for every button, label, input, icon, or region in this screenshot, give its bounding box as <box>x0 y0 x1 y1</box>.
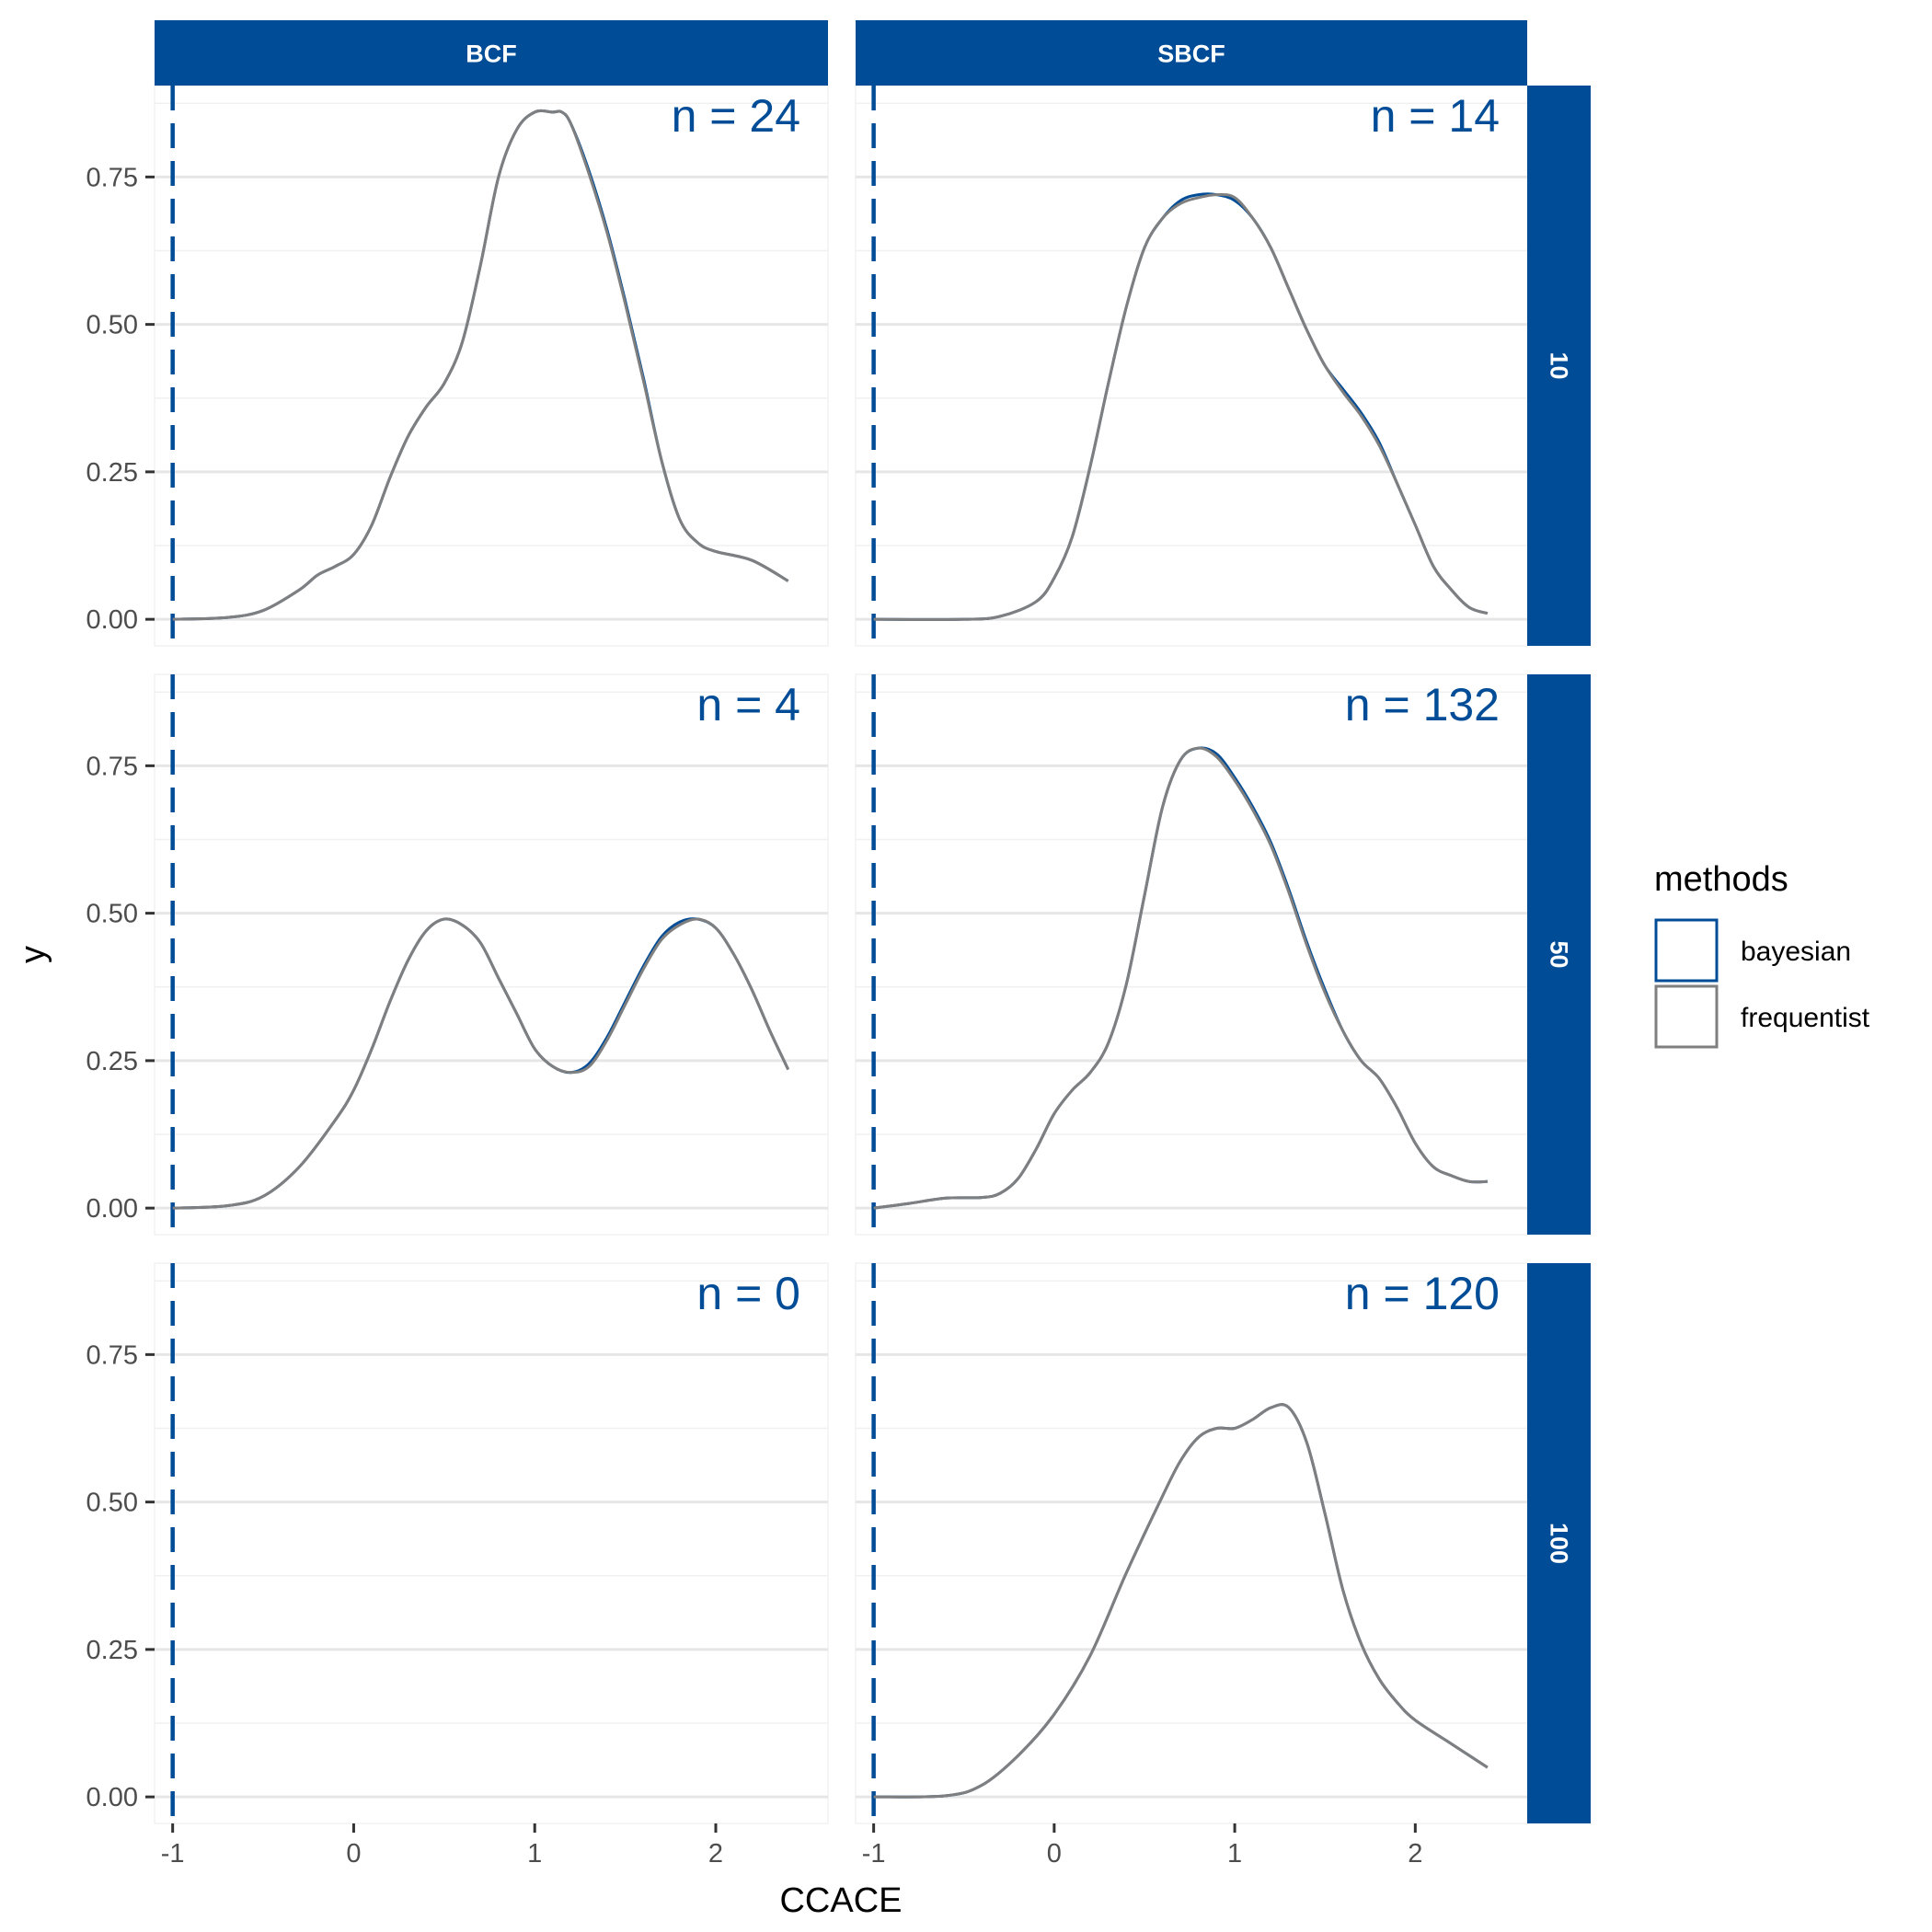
strip-background <box>155 20 828 86</box>
panel-SBCF-10: n = 14 <box>855 85 1528 647</box>
n-label: n = 120 <box>1345 1268 1500 1319</box>
y-tick-label: 0.00 <box>86 605 138 635</box>
y-tick-label: 0.50 <box>86 900 138 929</box>
n-label: n = 4 <box>696 679 800 730</box>
legend-label-bayesian: bayesian <box>1741 937 1851 967</box>
panel-SBCF-100: n = 120 <box>855 1262 1528 1824</box>
legend-key-frequentist <box>1654 984 1719 1049</box>
legend-title: methods <box>1654 860 1788 899</box>
panel-background <box>855 1262 1528 1824</box>
n-label: n = 0 <box>696 1268 800 1319</box>
axes-layer: 0.00 0.25 0.50 0.75 0.00 0.25 0.50 0.75 0.00 0.25… <box>86 163 1423 1869</box>
y-tick-label: 0.75 <box>86 163 138 192</box>
x-tick-label: -1 <box>862 1839 886 1869</box>
x-tick-label: 1 <box>527 1839 542 1869</box>
x-tick-label: 2 <box>1408 1839 1422 1869</box>
legend-key-bayesian <box>1654 918 1719 983</box>
panel-BCF-50: n = 4 <box>154 673 829 1236</box>
x-tick-label: 2 <box>708 1839 723 1869</box>
strip-background <box>1527 1263 1591 1823</box>
legend-label-frequentist: frequentist <box>1741 1003 1870 1033</box>
panel-background <box>154 1262 829 1824</box>
strip-background <box>856 20 1527 86</box>
y-tick-label: 0.25 <box>86 458 138 488</box>
row-strip-50: 50 <box>1527 674 1591 1235</box>
y-tick-label: 0.75 <box>86 1340 138 1370</box>
x-tick-label: 1 <box>1227 1839 1242 1869</box>
y-tick-label: 0.50 <box>86 311 138 340</box>
density-curve-frequentist <box>873 746 1488 1210</box>
n-label: n = 24 <box>672 90 800 142</box>
density-curve-frequentist <box>873 192 1489 621</box>
column-strip-BCF: BCF <box>155 20 828 86</box>
x-tick-label: 0 <box>346 1839 361 1869</box>
legend: methods bayesian frequentist <box>1654 860 1870 1049</box>
density-curve-frequentist <box>172 109 789 621</box>
panels-layer: n = 24 n = 14 n = 4 n = 132 n = 0 n = 120 <box>154 85 1528 1824</box>
y-tick-label: 0.00 <box>86 1194 138 1224</box>
strip-label: BCF <box>466 40 517 68</box>
y-tick-label: 0.25 <box>86 1047 138 1076</box>
y-tick-label: 0.75 <box>86 752 138 781</box>
x-tick-label: 0 <box>1047 1839 1062 1869</box>
row-strip-10: 10 <box>1527 86 1591 646</box>
density-curve-frequentist <box>873 1403 1489 1799</box>
x-tick-label: -1 <box>161 1839 185 1869</box>
row-strip-100: 100 <box>1527 1263 1591 1823</box>
panel-background <box>154 85 829 647</box>
column-strip-SBCF: SBCF <box>856 20 1527 86</box>
panel-background <box>154 673 829 1236</box>
strips-layer: BCF SBCF 10 50 100 <box>155 20 1591 1823</box>
y-tick-label: 0.50 <box>86 1489 138 1518</box>
n-label: n = 14 <box>1371 90 1500 142</box>
strip-background <box>1527 674 1591 1235</box>
density-curve-frequentist <box>172 917 790 1210</box>
y-tick-label: 0.25 <box>86 1636 138 1665</box>
panel-background <box>855 673 1528 1236</box>
strip-background <box>1527 86 1591 646</box>
strip-label: 100 <box>1546 1523 1573 1564</box>
panel-background <box>855 85 1528 647</box>
panel-BCF-10: n = 24 <box>154 85 829 647</box>
y-axis-title: y <box>14 946 52 963</box>
strip-label: 10 <box>1546 351 1573 379</box>
panel-BCF-100: n = 0 <box>154 1262 829 1824</box>
strip-label: 50 <box>1546 940 1573 968</box>
n-label: n = 132 <box>1345 679 1500 730</box>
strip-label: SBCF <box>1157 40 1225 68</box>
x-axis-title: CCACE <box>779 1881 902 1920</box>
panel-SBCF-50: n = 132 <box>855 673 1528 1236</box>
y-tick-label: 0.00 <box>86 1783 138 1812</box>
